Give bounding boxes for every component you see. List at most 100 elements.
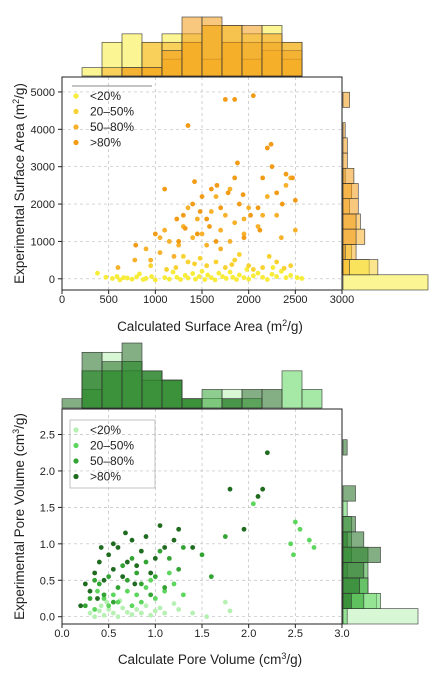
side-histogram-bar [342,167,355,184]
data-point [250,93,256,99]
data-point [132,257,138,263]
data-point [232,97,238,102]
data-point [244,267,250,272]
data-point [166,556,172,561]
data-point [227,186,233,192]
data-point [255,270,261,276]
data-point [101,592,107,598]
y-tick-label: 2.5 [40,430,55,442]
data-point [236,252,242,257]
legend-label: 50–80% [90,454,134,468]
side-histogram-bar [342,244,346,260]
side-histogram-bar [342,592,352,609]
top-histogram-bar [201,389,223,409]
top-histogram-bar [221,398,243,409]
data-point [162,227,168,233]
marginal-histograms [81,16,429,291]
data-point [176,239,182,244]
side-histogram-bar [342,608,419,625]
top-histogram-bar [281,41,303,77]
series-3 [82,534,228,609]
data-point [204,216,210,222]
data-point [157,523,163,529]
legend-marker [73,124,79,130]
data-point [204,614,210,620]
data-point [138,610,144,616]
data-point [78,603,84,609]
data-point [283,182,289,188]
data-point [110,566,116,572]
data-point [96,559,102,565]
data-point [123,530,128,536]
data-point [129,603,135,609]
top-histogram-bar [241,389,263,409]
data-point [115,614,121,620]
legend-label: >80% [90,470,121,484]
data-point [240,192,246,198]
side-histogram-bar [342,546,381,563]
top-histogram-bar [261,33,283,77]
data-point [264,277,270,282]
x-tick-label: 3000 [330,294,354,306]
top-histogram-bar [141,67,163,77]
data-point [214,182,220,188]
data-point [101,612,107,618]
data-point [194,216,200,222]
data-point [222,534,228,539]
legend-marker [73,93,79,99]
data-point [274,259,280,265]
x-tick-label: 0.5 [101,628,116,640]
data-point [264,450,270,456]
data-point [115,599,121,605]
data-point [266,253,272,259]
data-point [171,537,177,543]
side-histogram-bar [342,213,357,230]
series-2 [148,252,294,272]
top-histogram-bar [181,16,203,77]
data-point [269,271,275,277]
data-point [110,276,115,281]
legend-label: >80% [90,136,121,150]
data-point [132,581,138,587]
data-point [96,608,102,614]
data-point [92,607,98,612]
data-point [174,216,180,222]
data-point [185,205,191,211]
chart-panel-2: 0.0 0.5 1.0 1.5 2.0 2.5 3.0 0.0 0.5 1.0 1.5 2.0 2.5 C… [11,342,419,667]
data-point [199,231,205,237]
data-point [288,541,294,547]
x-tick-label: 1000 [143,294,167,306]
data-point [255,205,261,211]
data-point [143,559,149,565]
legend-box [69,419,156,489]
data-point [137,271,142,277]
y-tick-label: 1.5 [40,502,55,514]
data-point [204,242,210,248]
side-histogram-bar [342,500,348,517]
data-point [199,268,205,274]
data-point [82,581,88,587]
data-point [193,276,198,282]
data-point [148,263,154,269]
data-point [278,235,284,241]
data-point [227,486,233,492]
legend-marker [73,108,79,115]
data-point [124,559,130,565]
x-tick-label: 500 [99,294,117,306]
data-point [227,269,233,275]
side-histogram-bar [342,91,350,108]
side-histogram-bar [342,137,348,154]
data-point [152,596,158,601]
data-point [115,265,121,270]
top-histogram-bar [81,351,103,409]
data-point [157,605,163,611]
data-point [260,175,266,181]
series-1 [87,598,233,620]
data-point [232,175,238,181]
data-point [152,231,158,237]
x-tick-label: 2500 [283,294,307,306]
data-point [149,274,155,279]
data-point [143,603,149,609]
top-histogram-bar [121,67,143,77]
